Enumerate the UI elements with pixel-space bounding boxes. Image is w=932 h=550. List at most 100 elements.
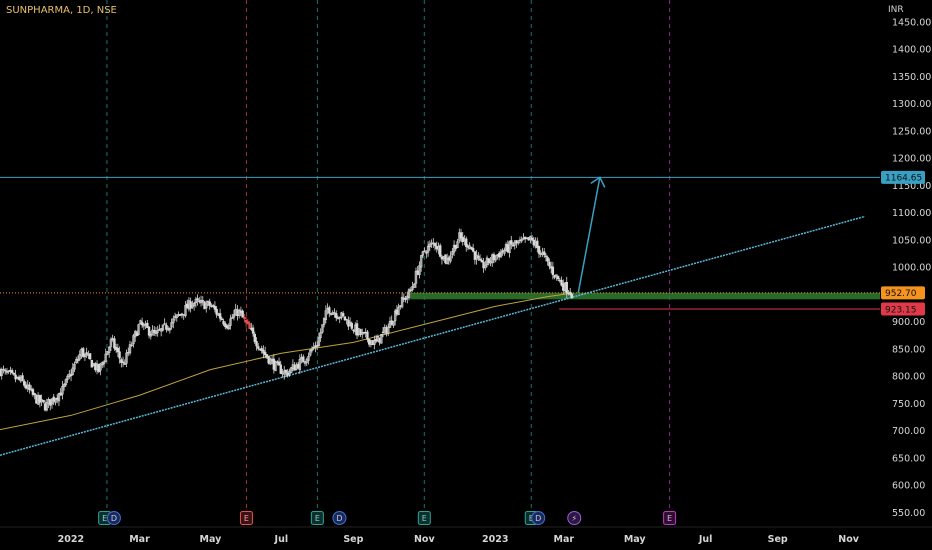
candle-body (537, 245, 541, 254)
chart-symbol-title[interactable]: SUNPHARMA, 1D, NSE (6, 5, 117, 16)
candle-body (373, 339, 376, 345)
candle-body (265, 354, 269, 358)
candle-body (302, 356, 305, 363)
candle-body (253, 333, 256, 342)
candle-body (99, 363, 102, 371)
time-tick-label: Sep (768, 534, 788, 545)
event-marker-bg (239, 511, 253, 525)
candle-body (28, 384, 31, 391)
candle-body (218, 313, 222, 319)
candle-body (319, 332, 322, 339)
candle-body (508, 241, 511, 253)
candle-body (565, 281, 568, 294)
candle-body (345, 318, 348, 321)
candle-body (251, 327, 255, 334)
candle-body (211, 305, 215, 307)
candle-body (428, 243, 432, 248)
price-tick-label: 900.00 (892, 317, 925, 328)
candle-body (543, 251, 546, 255)
candle-body (350, 323, 354, 329)
candle-body (459, 232, 463, 238)
candle-body (510, 240, 513, 245)
candle-body (38, 395, 42, 403)
price-tick-label: 1200.00 (892, 154, 931, 165)
time-axis[interactable]: 2022 Mar May Jul Sep Nov 2023 Mar May Jul Sep Nov (0, 526, 932, 545)
time-tick-label: Jul (698, 534, 713, 545)
price-tick-label: 1000.00 (892, 263, 931, 274)
support-zone-layer (410, 292, 880, 300)
candle-body (551, 266, 555, 275)
candle-body (107, 346, 111, 353)
candle-body (45, 402, 48, 411)
event-marker-dividend: D (336, 514, 342, 523)
candle-body (451, 251, 454, 255)
candle-body (536, 240, 539, 249)
candle-body (456, 241, 459, 249)
candle-body (3, 369, 7, 372)
price-tag-target-bg (881, 170, 925, 184)
candle-body (81, 348, 85, 357)
candle-body (241, 310, 244, 318)
candle-body (262, 349, 265, 354)
price-tag-stop-bg (881, 302, 925, 316)
candle-body (71, 367, 74, 375)
event-marker-dividend: D (535, 514, 541, 523)
candle-body (172, 318, 175, 324)
event-marker-earnings: E (315, 514, 320, 523)
candle-body (517, 241, 520, 244)
candle-body (140, 321, 144, 326)
candle-body (88, 353, 92, 360)
candle-body (366, 331, 369, 340)
candle-body (335, 313, 338, 318)
candle-body (76, 358, 80, 361)
candle-body (487, 258, 490, 264)
candle-body (471, 248, 475, 252)
time-tick-label: Sep (343, 534, 363, 545)
candle-body (418, 265, 421, 276)
candle-body (123, 363, 126, 365)
candle-body (409, 289, 412, 292)
candle-body (414, 270, 418, 284)
candle-body (322, 317, 326, 325)
candle-body (255, 341, 258, 347)
candle-body (544, 255, 548, 258)
candle-body (333, 312, 336, 314)
candle-body (231, 317, 234, 319)
candle-body (125, 352, 128, 364)
price-tick-label: 1450.00 (892, 17, 931, 28)
price-tag-last-bg (881, 286, 925, 300)
candle-body (31, 389, 35, 395)
candle-body (147, 326, 151, 336)
candle-body (556, 275, 560, 280)
candle-body (548, 261, 551, 267)
candle-body (277, 361, 281, 366)
candle-body (104, 353, 107, 363)
candle-body (546, 257, 549, 262)
candle-body (569, 291, 572, 295)
price-tick-label: 1350.00 (892, 72, 931, 83)
candle-body (33, 393, 36, 396)
candle-body (116, 348, 120, 352)
candle-body (413, 283, 416, 288)
time-tick-label: Nov (414, 534, 435, 545)
candle-body (208, 301, 211, 306)
candle-body (113, 338, 116, 349)
candle-body (142, 324, 146, 327)
candle-body (553, 275, 556, 278)
candle-body (387, 326, 390, 334)
candle-body (229, 318, 232, 326)
event-marker-bg (531, 511, 546, 525)
candle-body (328, 307, 331, 314)
candle-body (477, 255, 480, 259)
event-marker-bg (310, 511, 324, 525)
time-tick-label: Mar (129, 534, 150, 545)
candle-body (154, 331, 158, 334)
candle-body (118, 351, 121, 359)
candle-body (404, 297, 407, 300)
projection-arrow-shaft (577, 177, 601, 294)
candle-body (0, 369, 3, 376)
price-axis[interactable]: 1450.00 1400.00 1350.00 1300.00 1250.00 1200.… (892, 17, 931, 519)
candle-body (269, 358, 272, 365)
candle-body (305, 359, 308, 363)
